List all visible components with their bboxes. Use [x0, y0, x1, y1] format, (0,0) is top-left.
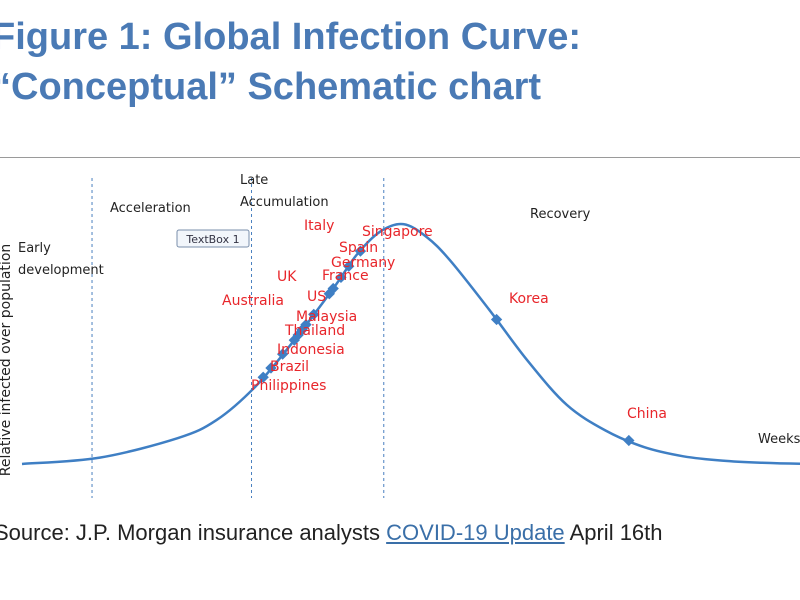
country-label-thailand: Thailand — [284, 323, 345, 339]
country-label-china: China — [627, 406, 667, 422]
country-label-indonesia: Indonesia — [277, 342, 345, 358]
marker-france — [323, 288, 335, 300]
source-prefix: Source: J.P. Morgan insurance analysts — [0, 520, 387, 545]
phase-label-4: Recovery — [530, 207, 591, 222]
country-label-malaysia: Malaysia — [296, 309, 357, 325]
country-label-singapore: Singapore — [362, 224, 433, 240]
country-label-korea: Korea — [509, 291, 549, 307]
marker-thailand — [288, 334, 300, 346]
y-axis-label: Relative infected over population — [0, 244, 14, 477]
country-label-uk: UK — [277, 269, 297, 285]
country-label-us: US — [307, 289, 326, 305]
figure-title-line-1: Figure 1: Global Infection Curve: — [0, 16, 582, 58]
textbox-annotation: TextBox 1 — [176, 229, 250, 248]
country-label-spain: Spain — [339, 240, 378, 256]
phase-label-1: Early development — [18, 241, 104, 278]
source-note: Source: J.P. Morgan insurance analysts C… — [0, 510, 800, 556]
infection-curve-line — [21, 222, 800, 466]
marker-philippines — [257, 371, 269, 383]
country-label-brazil: Brazil — [270, 359, 309, 375]
marker-indonesia — [276, 348, 289, 360]
marker-korea — [490, 313, 503, 326]
figure-title: Figure 1: Global Infection Curve: “Conce… — [0, 12, 581, 112]
country-label-france: France — [322, 268, 369, 284]
title-rule — [0, 157, 800, 158]
textbox-annotation-box — [176, 229, 250, 248]
figure-title-line-2: “Conceptual” Schematic chart — [0, 66, 542, 108]
x-axis-label: Weeks — [758, 432, 800, 447]
country-label-australia: Australia — [222, 293, 284, 309]
marker-china — [623, 434, 635, 447]
marker-singapore — [354, 245, 367, 257]
covid-update-link[interactable]: COVID-19 Update — [386, 520, 565, 545]
phase-label-2: Acceleration — [110, 201, 191, 216]
infection-curve-chart: Early development Acceleration Late Accumula… — [0, 173, 800, 498]
textbox-annotation-text: TextBox 1 — [185, 233, 239, 246]
marker-brazil — [265, 362, 277, 374]
phase-label-3: Late Accumulation — [240, 173, 329, 210]
source-suffix: April 16th — [564, 520, 663, 545]
marker-uk — [308, 308, 320, 321]
marker-italy — [343, 260, 355, 272]
country-label-philippines: Philippines — [251, 378, 326, 394]
country-label-germany: Germany — [331, 255, 395, 271]
country-label-italy: Italy — [304, 218, 334, 234]
